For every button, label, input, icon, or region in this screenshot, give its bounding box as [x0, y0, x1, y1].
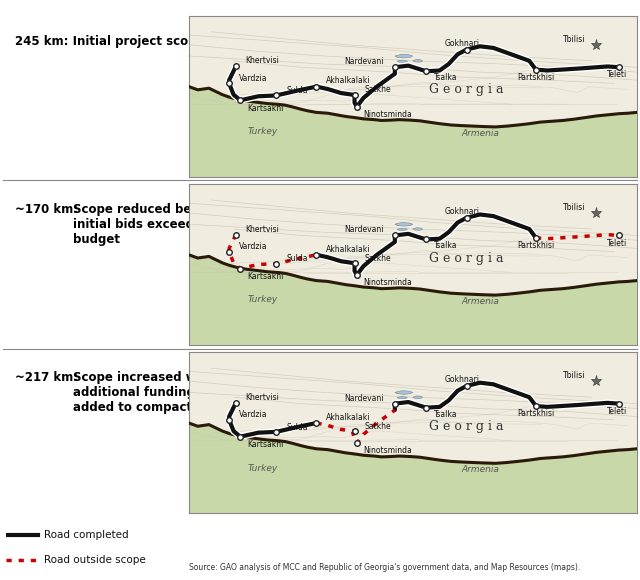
Polygon shape	[395, 223, 413, 226]
Text: Nardevani: Nardevani	[344, 57, 383, 66]
Text: Teleti: Teleti	[607, 71, 627, 79]
Text: Partskhisi: Partskhisi	[517, 73, 555, 82]
Text: Akhalkalaki: Akhalkalaki	[326, 413, 371, 422]
Text: Nardevani: Nardevani	[344, 393, 383, 403]
Text: Vardzia: Vardzia	[239, 411, 268, 419]
Text: Ninotsminda: Ninotsminda	[364, 278, 412, 287]
Text: Scope increased when
additional funding was
added to compact: Scope increased when additional funding …	[74, 371, 225, 414]
Text: Sulda: Sulda	[286, 255, 307, 263]
Text: Satkhe: Satkhe	[364, 85, 391, 95]
Text: G e o r g i a: G e o r g i a	[429, 252, 504, 264]
Polygon shape	[189, 423, 637, 513]
Text: Partskhisi: Partskhisi	[517, 409, 555, 418]
Text: Gokhnari: Gokhnari	[445, 39, 479, 48]
Text: Kartsakhi: Kartsakhi	[247, 272, 284, 281]
Text: Khertvisi: Khertvisi	[246, 393, 280, 402]
Text: Turkey: Turkey	[248, 127, 278, 136]
Text: Road outside scope: Road outside scope	[44, 554, 146, 564]
Polygon shape	[395, 55, 413, 58]
Text: Akhalkalaki: Akhalkalaki	[326, 245, 371, 253]
Text: Tbilisi: Tbilisi	[563, 371, 585, 380]
Text: Kartsakhi: Kartsakhi	[247, 104, 284, 113]
Text: Turkey: Turkey	[248, 295, 278, 305]
Polygon shape	[413, 60, 422, 62]
Text: Tsalka: Tsalka	[435, 409, 458, 419]
Polygon shape	[397, 397, 408, 399]
Polygon shape	[397, 229, 408, 231]
Text: Tsalka: Tsalka	[435, 73, 458, 82]
Polygon shape	[395, 391, 413, 394]
Text: Vardzia: Vardzia	[239, 242, 268, 251]
Polygon shape	[413, 228, 422, 230]
Text: Satkhe: Satkhe	[364, 422, 391, 431]
Text: Road completed: Road completed	[44, 530, 129, 540]
Text: Ninotsminda: Ninotsminda	[364, 447, 412, 455]
Text: Armenia: Armenia	[461, 129, 499, 138]
Text: Nardevani: Nardevani	[344, 225, 383, 234]
Text: Partskhisi: Partskhisi	[517, 241, 555, 250]
Text: G e o r g i a: G e o r g i a	[429, 420, 504, 433]
Text: ~217 km:: ~217 km:	[15, 371, 78, 385]
Text: 245 km: Initial project scope: 245 km: Initial project scope	[15, 35, 205, 48]
Polygon shape	[189, 255, 637, 345]
Text: Gokhnari: Gokhnari	[445, 207, 479, 216]
Text: Armenia: Armenia	[461, 297, 499, 306]
Text: Gokhnari: Gokhnari	[445, 375, 479, 385]
Text: Ninotsminda: Ninotsminda	[364, 110, 412, 119]
Text: Tbilisi: Tbilisi	[563, 35, 585, 44]
Text: Teleti: Teleti	[607, 239, 627, 248]
Text: Armenia: Armenia	[461, 465, 499, 474]
Text: Teleti: Teleti	[607, 407, 627, 416]
Polygon shape	[189, 86, 637, 177]
Text: Source: GAO analysis of MCC and Republic of Georgia's government data, and Map R: Source: GAO analysis of MCC and Republic…	[189, 563, 580, 572]
Text: Tbilisi: Tbilisi	[563, 203, 585, 212]
Text: Sulda: Sulda	[286, 423, 307, 432]
Text: Vardzia: Vardzia	[239, 74, 268, 83]
Text: Khertvisi: Khertvisi	[246, 56, 280, 66]
Text: Khertvisi: Khertvisi	[246, 224, 280, 234]
Polygon shape	[413, 396, 422, 398]
Text: Turkey: Turkey	[248, 463, 278, 473]
Text: Sulda: Sulda	[286, 86, 307, 95]
Polygon shape	[397, 60, 408, 63]
Text: ~170 km:: ~170 km:	[15, 203, 78, 216]
Text: Scope reduced because
initial bids exceeded
budget: Scope reduced because initial bids excee…	[74, 203, 230, 246]
Text: Tsalka: Tsalka	[435, 241, 458, 251]
Text: Kartsakhi: Kartsakhi	[247, 440, 284, 450]
Text: Satkhe: Satkhe	[364, 253, 391, 263]
Text: G e o r g i a: G e o r g i a	[429, 84, 504, 96]
Text: Akhalkalaki: Akhalkalaki	[326, 77, 371, 85]
